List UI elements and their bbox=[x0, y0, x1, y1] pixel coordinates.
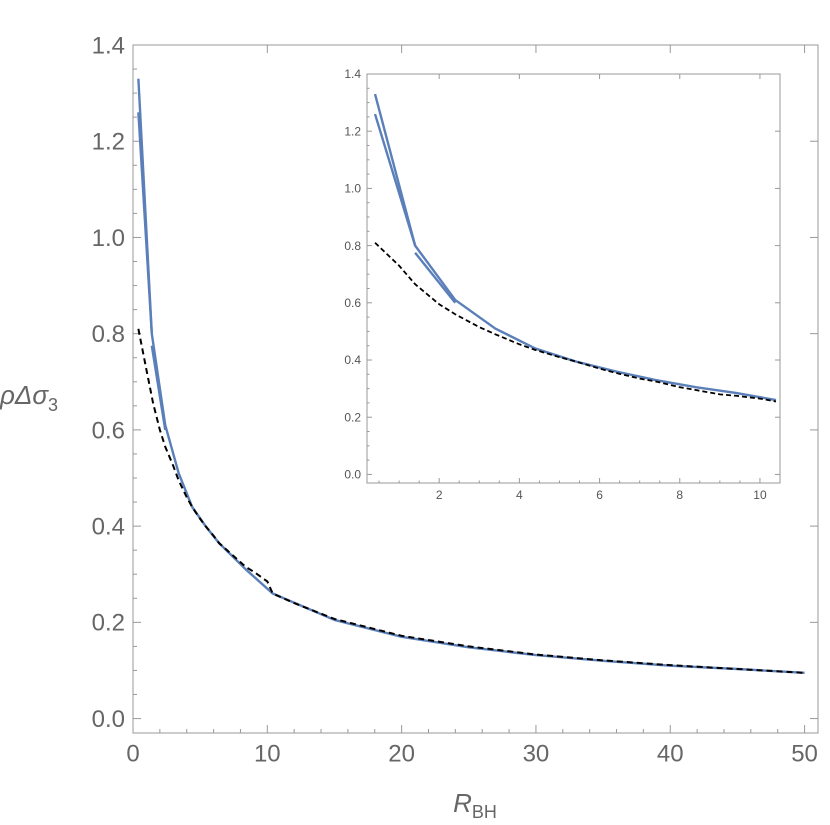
inset-series-solid-line-0 bbox=[373, 93, 777, 402]
inset-series-solid-line-2 bbox=[414, 252, 457, 304]
inset-y-tick-label: 0.4 bbox=[344, 353, 361, 367]
inset-y-tick-label: 1.4 bbox=[344, 67, 361, 81]
inset-y-tick-label: 1.2 bbox=[344, 124, 361, 138]
inset-frame bbox=[366, 73, 781, 484]
inset-x-tick-label: 2 bbox=[436, 488, 443, 502]
inset-x-tick-label: 4 bbox=[516, 488, 523, 502]
x-axis-label-main: R bbox=[453, 788, 472, 818]
inset-y-tick-label: 0.0 bbox=[344, 468, 361, 482]
inset-series-dashed-line-3 bbox=[374, 242, 777, 403]
main-y-tick-label: 1.0 bbox=[92, 225, 125, 252]
x-axis-label: RBH bbox=[453, 788, 497, 820]
inset-y-tick-label: 0.6 bbox=[344, 296, 361, 310]
main-y-tick-label: 0.0 bbox=[92, 706, 125, 733]
main-y-tick-label: 1.4 bbox=[92, 32, 125, 59]
y-axis-label-sub: 3 bbox=[48, 395, 58, 415]
main-x-tick-label: 10 bbox=[254, 740, 281, 767]
y-axis-label: ρΔσ3 bbox=[0, 380, 58, 415]
y-axis-label-main: ρΔσ bbox=[0, 380, 49, 410]
main-series-solid-line-1 bbox=[137, 112, 153, 334]
main-x-tick-label: 30 bbox=[523, 740, 550, 767]
inset-plot: 0.0 0.2 0.4 0.6 0.8 1.0 1.2 1.4 2 4 6 8 10 bbox=[344, 67, 781, 502]
inset-y-tick-label: 0.8 bbox=[344, 239, 361, 253]
main-x-tick-label: 0 bbox=[126, 740, 139, 767]
inset-y-tick-label: 0.2 bbox=[344, 410, 361, 424]
main-y-tick-label: 0.4 bbox=[92, 514, 125, 541]
inset-y-tick-label: 1.0 bbox=[344, 182, 361, 196]
inset-x-tick-label: 6 bbox=[596, 488, 603, 502]
inset-x-tick-label: 8 bbox=[676, 488, 683, 502]
main-y-tick-label: 0.2 bbox=[92, 610, 125, 637]
main-x-tick-label: 20 bbox=[388, 740, 415, 767]
main-series-solid-line-0 bbox=[137, 78, 805, 675]
main-y-tick-label: 1.2 bbox=[92, 129, 125, 156]
inset-series-solid-line-1 bbox=[373, 113, 417, 246]
main-y-tick-label: 0.8 bbox=[92, 321, 125, 348]
main-x-tick-label: 50 bbox=[791, 740, 818, 767]
x-axis-label-sub: BH bbox=[472, 802, 497, 820]
main-series-dashed-line-3 bbox=[137, 328, 805, 674]
main-y-tick-label: 0.6 bbox=[92, 417, 125, 444]
main-x-tick-label: 40 bbox=[657, 740, 684, 767]
main-series-solid-line-2 bbox=[150, 345, 167, 431]
inset-x-tick-label: 10 bbox=[753, 488, 767, 502]
